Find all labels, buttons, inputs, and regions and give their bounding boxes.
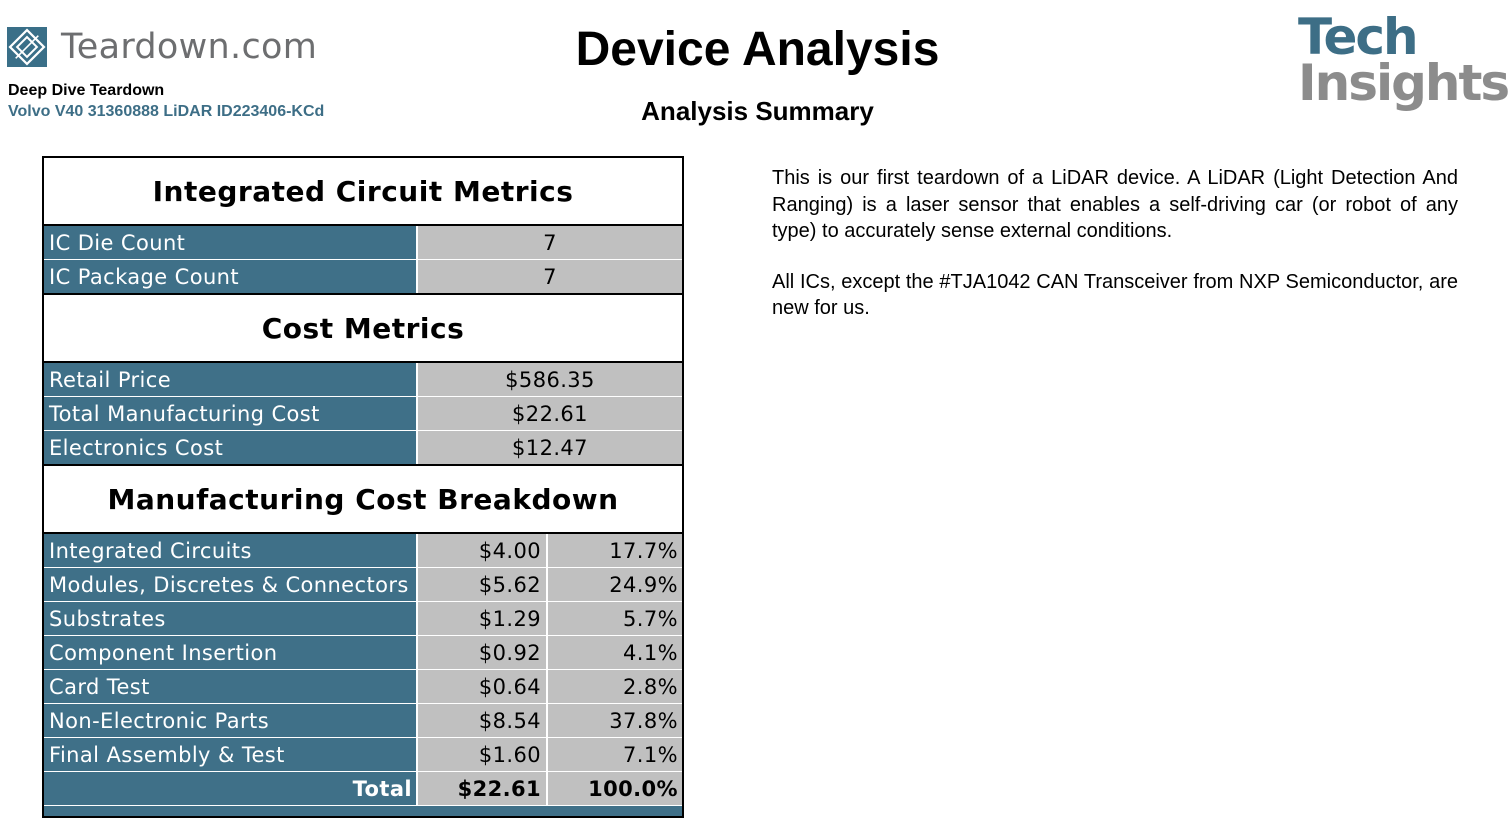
- row-cost: $0.92: [418, 636, 548, 669]
- row-cost: $5.62: [418, 568, 548, 601]
- row-cost: $1.29: [418, 602, 548, 635]
- techinsights-logo: Tech Insights: [1298, 8, 1510, 112]
- page-subtitle: Analysis Summary: [641, 96, 874, 126]
- brand: Teardown.com: [7, 27, 317, 67]
- row-value: 7: [418, 226, 682, 259]
- row-label: Final Assembly & Test: [44, 738, 418, 771]
- table-row: Modules, Discretes & Connectors $5.62 24…: [44, 568, 682, 602]
- total-label: Total: [44, 772, 418, 805]
- row-cost: $0.64: [418, 670, 548, 703]
- logo-line-tech: Tech: [1298, 8, 1419, 66]
- brand-name: Teardown.com: [61, 27, 318, 67]
- table-row: Electronics Cost $12.47: [44, 431, 682, 466]
- row-percent: 24.9%: [548, 568, 682, 601]
- total-percent: 100.0%: [548, 772, 682, 805]
- page-title: Device Analysis: [575, 23, 940, 76]
- metrics-table: Integrated Circuit Metrics IC Die Count …: [42, 156, 684, 818]
- row-cost: $8.54: [418, 704, 548, 737]
- row-label: Modules, Discretes & Connectors: [44, 568, 418, 601]
- summary-paragraph: This is our first teardown of a LiDAR de…: [772, 167, 1458, 242]
- table-row: Total Manufacturing Cost $22.61: [44, 397, 682, 431]
- ic-metrics-heading: Integrated Circuit Metrics: [44, 158, 682, 226]
- row-label: Retail Price: [44, 363, 418, 396]
- doc-type: Deep Dive Teardown: [8, 82, 165, 99]
- table-row: Non-Electronic Parts $8.54 37.8%: [44, 704, 682, 738]
- row-label: Integrated Circuits: [44, 534, 418, 567]
- row-label: Total Manufacturing Cost: [44, 397, 418, 430]
- analysis-summary-text: This is our first teardown of a LiDAR de…: [772, 165, 1458, 346]
- row-percent: 2.8%: [548, 670, 682, 703]
- table-row: Final Assembly & Test $1.60 7.1%: [44, 738, 682, 772]
- row-label: IC Die Count: [44, 226, 418, 259]
- total-row: Total $22.61 100.0%: [44, 772, 682, 806]
- row-value: 7: [418, 260, 682, 293]
- logo-line-insights: Insights: [1298, 54, 1510, 112]
- table-row: Substrates $1.29 5.7%: [44, 602, 682, 636]
- row-percent: 7.1%: [548, 738, 682, 771]
- row-value: $586.35: [418, 363, 682, 396]
- row-value: $22.61: [418, 397, 682, 430]
- cost-metrics-heading: Cost Metrics: [44, 295, 682, 363]
- row-value: $12.47: [418, 431, 682, 464]
- table-row: Component Insertion $0.92 4.1%: [44, 636, 682, 670]
- row-label: Component Insertion: [44, 636, 418, 669]
- row-percent: 5.7%: [548, 602, 682, 635]
- row-percent: 37.8%: [548, 704, 682, 737]
- breakdown-heading: Manufacturing Cost Breakdown: [44, 466, 682, 534]
- total-cost: $22.61: [418, 772, 548, 805]
- row-label: Card Test: [44, 670, 418, 703]
- table-row: Card Test $0.64 2.8%: [44, 670, 682, 704]
- row-label: Substrates: [44, 602, 418, 635]
- row-cost: $1.60: [418, 738, 548, 771]
- row-cost: $4.00: [418, 534, 548, 567]
- table-row: IC Die Count 7: [44, 226, 682, 260]
- table-row: IC Package Count 7: [44, 260, 682, 295]
- device-id: Volvo V40 31360888 LiDAR ID223406-KCd: [8, 103, 325, 120]
- row-label: Electronics Cost: [44, 431, 418, 464]
- row-percent: 17.7%: [548, 534, 682, 567]
- row-percent: 4.1%: [548, 636, 682, 669]
- diamond-logo-icon: [7, 27, 47, 67]
- table-row: Integrated Circuits $4.00 17.7%: [44, 534, 682, 568]
- table-footer-bar: [44, 806, 682, 816]
- table-row: Retail Price $586.35: [44, 363, 682, 397]
- row-label: IC Package Count: [44, 260, 418, 293]
- summary-paragraph: All ICs, except the #TJA1042 CAN Transce…: [772, 270, 1458, 320]
- row-label: Non-Electronic Parts: [44, 704, 418, 737]
